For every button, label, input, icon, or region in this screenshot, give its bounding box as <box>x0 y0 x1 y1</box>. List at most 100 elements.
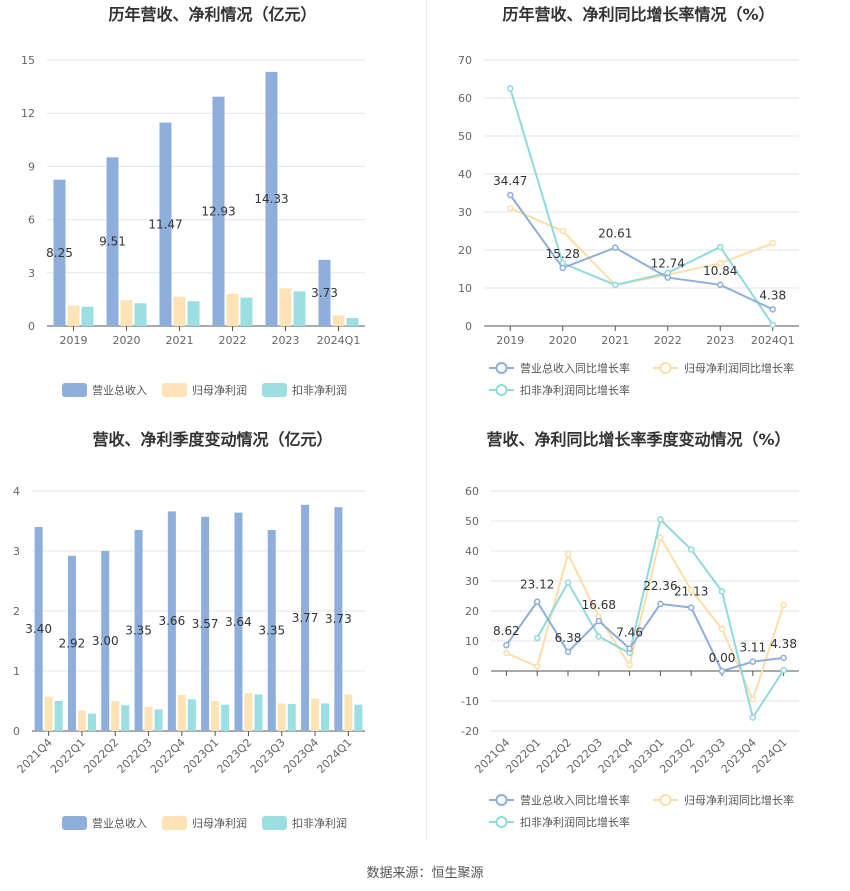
y-tick-label: 0 <box>28 320 35 333</box>
data-point <box>769 321 776 329</box>
y-tick-label: 30 <box>458 206 472 219</box>
bar <box>120 300 133 326</box>
x-tick-label: 2023Q1 <box>181 736 221 776</box>
bar <box>81 306 94 326</box>
series-line <box>505 599 784 673</box>
legend-marker <box>495 816 508 828</box>
bar <box>279 288 292 326</box>
legend-label: 扣非净利润同比增长率 <box>520 815 630 829</box>
data-label: 15.28 <box>546 247 580 261</box>
legend-label: 营业总收入同比增长率 <box>520 793 630 807</box>
data-point <box>503 641 510 649</box>
data-label: 3.35 <box>125 624 152 638</box>
data-label: 10.84 <box>703 264 737 278</box>
data-label: 22.36 <box>643 579 677 593</box>
bar <box>226 293 239 326</box>
legend-swatch <box>262 816 287 830</box>
data-label: 2.92 <box>59 636 86 650</box>
bar <box>121 705 130 731</box>
legend-label: 营业总收入同比增长率 <box>520 361 630 375</box>
chart-quarterly-revenue-profit: 营收、净利季度变动情况（亿元）012342021Q42022Q12022Q220… <box>13 430 365 830</box>
y-tick-label: 70 <box>458 54 472 67</box>
bar <box>211 701 220 731</box>
data-label: 7.46 <box>616 626 643 640</box>
data-point <box>769 239 776 247</box>
y-tick-label: 2 <box>13 605 20 618</box>
data-label: 3.73 <box>311 286 338 300</box>
x-tick-label: 2024Q1 <box>317 334 361 347</box>
legend-label: 归母净利润 <box>192 816 247 830</box>
bar <box>267 530 276 731</box>
x-tick-label: 2022Q2 <box>81 736 121 776</box>
bar <box>254 694 263 731</box>
data-label: 20.61 <box>598 227 632 241</box>
legend-label: 扣非净利润 <box>292 383 347 397</box>
data-point <box>718 667 726 675</box>
bar <box>334 507 343 731</box>
bar <box>240 297 253 326</box>
data-label: 3.35 <box>258 624 285 638</box>
x-tick-label: 2022 <box>654 334 682 347</box>
data-point <box>718 588 726 595</box>
data-point <box>687 604 695 611</box>
data-point <box>559 264 566 272</box>
data-label: 16.68 <box>582 598 616 612</box>
data-point <box>533 663 541 670</box>
x-tick-label: 2022Q4 <box>148 736 188 776</box>
data-label: 3.77 <box>292 611 319 625</box>
y-tick-label: 10 <box>458 282 472 295</box>
data-label: 4.38 <box>759 288 786 302</box>
x-tick-label: 2024Q1 <box>314 736 354 776</box>
bar <box>67 305 80 326</box>
chart-annual-revenue-profit: 历年营收、净利情况（亿元） 0 3 6 9 12 15 2019 2020 2021 2022 202… <box>21 5 365 397</box>
data-label: 3.57 <box>192 617 219 631</box>
x-tick-label: 2023 <box>706 334 734 347</box>
legend-label: 营业总收入 <box>92 383 147 397</box>
data-point <box>717 243 724 251</box>
x-tick-label: 2021 <box>166 334 194 347</box>
y-tick-label: 4 <box>13 485 20 498</box>
legend-swatch <box>262 383 287 397</box>
data-point <box>657 600 664 608</box>
bar <box>244 693 253 731</box>
data-point <box>507 85 514 92</box>
data-label: 3.40 <box>25 622 52 636</box>
y-tick-label: 9 <box>28 160 35 173</box>
data-point <box>749 696 757 703</box>
bar <box>354 704 363 731</box>
y-tick-label: 40 <box>458 168 472 181</box>
legend-swatch <box>62 383 87 397</box>
y-tick-label: 20 <box>465 605 479 618</box>
data-point <box>780 666 787 674</box>
y-tick-label: 0 <box>472 665 479 678</box>
bar <box>106 157 119 326</box>
x-tick-label: 2020 <box>113 334 141 347</box>
bar <box>346 318 359 326</box>
y-tick-label: 60 <box>465 485 479 498</box>
x-tick-label: 2022Q3 <box>115 736 155 776</box>
bar <box>265 71 278 326</box>
data-point <box>718 625 726 633</box>
data-point <box>749 658 757 665</box>
data-label: 4.38 <box>770 637 797 651</box>
data-source-note: 数据来源：恒生聚源 <box>366 866 484 881</box>
y-tick-label: 50 <box>458 130 472 143</box>
y-tick-label: 60 <box>458 92 472 105</box>
bar <box>277 703 286 731</box>
data-point <box>612 244 619 251</box>
data-point <box>564 648 572 656</box>
x-tick-label: 2021Q4 <box>15 736 55 776</box>
data-label: 6.38 <box>555 631 582 645</box>
data-point <box>780 601 787 609</box>
data-point <box>559 227 566 235</box>
bar <box>34 527 43 731</box>
data-point <box>564 550 572 558</box>
y-tick-label: 12 <box>21 107 35 120</box>
legend-marker <box>659 362 672 374</box>
bar <box>318 259 331 326</box>
bar <box>101 551 110 731</box>
chart-annual-growth-rate: 历年营收、净利同比增长率情况（%） 0 10 20 30 40 50 60 70 2019 2020… <box>458 5 799 397</box>
bar <box>234 512 243 731</box>
y-tick-label: 30 <box>465 575 479 588</box>
bar <box>134 303 147 326</box>
